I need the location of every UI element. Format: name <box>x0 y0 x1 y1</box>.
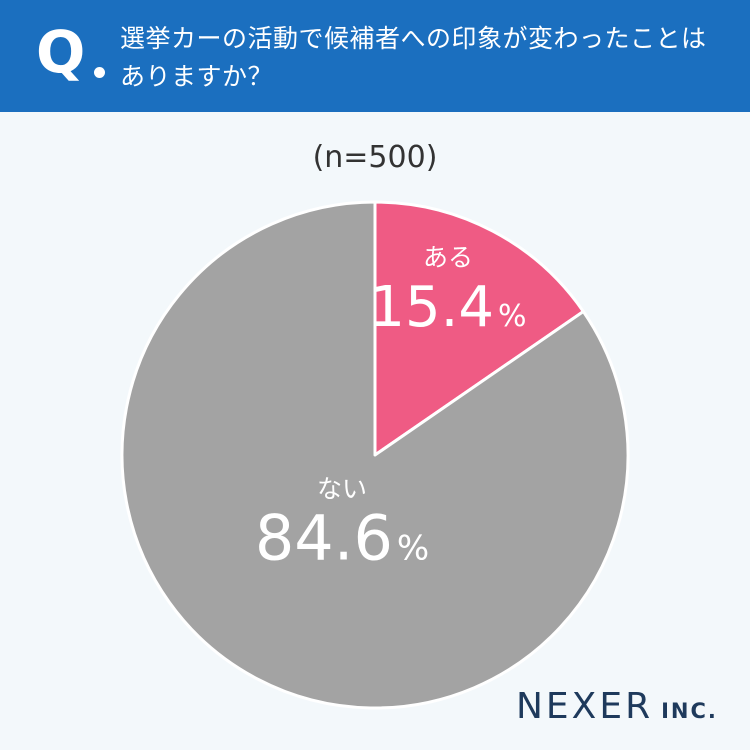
slice-value-2: 84.6% <box>255 502 429 575</box>
slice-value-unit-2: % <box>397 529 429 569</box>
slice-label-1: ある <box>423 243 473 272</box>
question-q-mark: Q <box>36 18 86 86</box>
slice-value-number-1: 15.4 <box>369 275 494 340</box>
nexer-logo: NEXER INC. <box>516 686 718 727</box>
question-q-dot <box>94 67 105 78</box>
logo-suffix: INC. <box>661 699 718 723</box>
pie-slice-2 <box>120 200 630 710</box>
logo-name: NEXER <box>516 686 654 727</box>
slice-label-2: ない <box>317 475 367 504</box>
pie-slice-1 <box>373 200 585 457</box>
slice-value-1: 15.4% <box>369 275 526 340</box>
question-text: 選挙カーの活動で候補者への印象が変わったことはありますか？ <box>120 24 707 91</box>
slice-value-unit-1: % <box>498 299 527 334</box>
slice-value-number-2: 84.6 <box>255 502 393 575</box>
sample-size-label: (n=500) <box>312 140 438 175</box>
question-header: Q 選挙カーの活動で候補者への印象が変わったことはありますか？ <box>0 0 750 112</box>
